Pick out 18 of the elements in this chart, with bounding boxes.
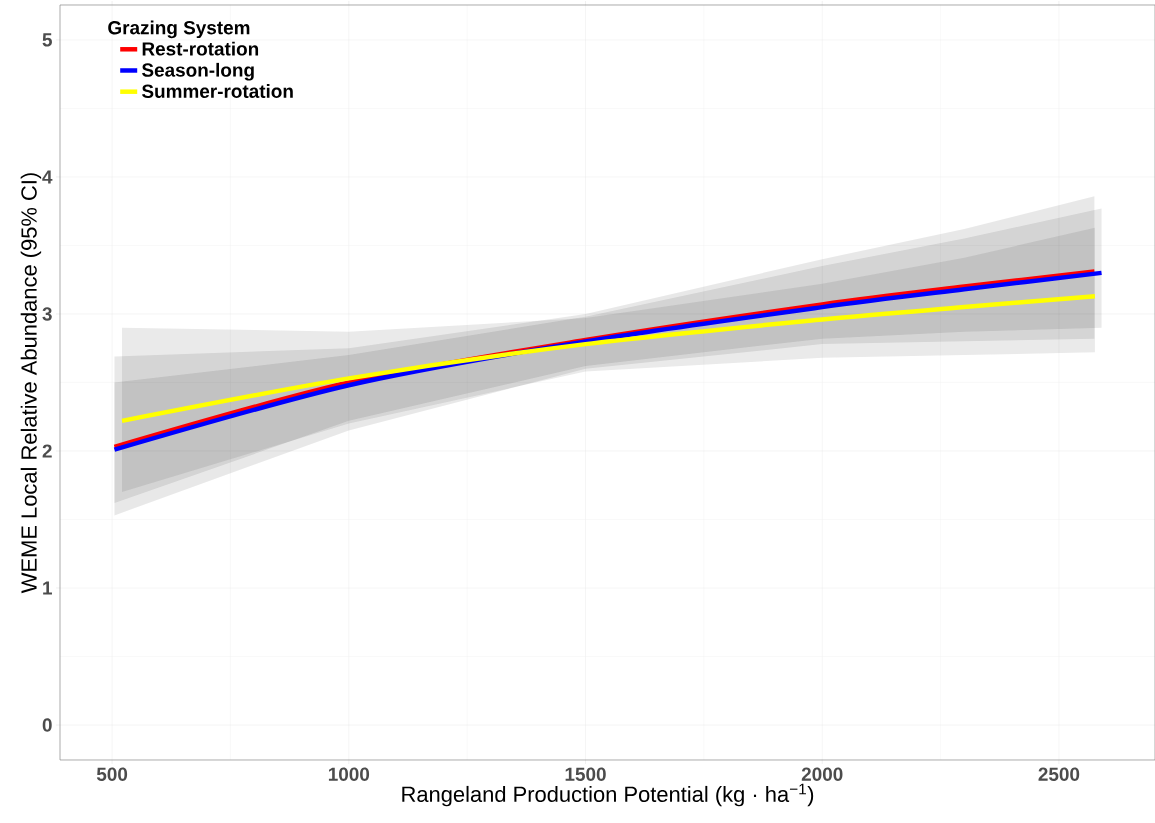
legend-label: Rest-rotation: [142, 41, 259, 56]
x-tick-label: 500: [96, 767, 128, 781]
x-axis-title: Rangeland Production Potential (kg · ha$^{−1}$): [402, 783, 814, 807]
line-series: [119, 293, 1098, 424]
x-tick-label: 2000: [801, 767, 843, 781]
legend-title: Grazing System: [108, 20, 250, 39]
legend-label: Summer-rotation: [142, 84, 293, 98]
x-tick-label: 1500: [565, 767, 606, 781]
y-tick-label: 5: [42, 33, 52, 47]
y-tick-label: 2: [42, 444, 52, 458]
legend-label: Season-long: [142, 62, 254, 81]
y-tick-label: 0: [42, 718, 52, 732]
y-tick-label: 1: [43, 581, 52, 595]
y-tick-label: 3: [42, 307, 52, 321]
y-axis-title: WEME Local Relative Abundance (95% CI): [20, 173, 42, 594]
y-tick-label: 4: [42, 170, 53, 184]
x-tick-label: 2500: [1038, 767, 1080, 781]
x-tick-label: 1000: [328, 767, 370, 781]
